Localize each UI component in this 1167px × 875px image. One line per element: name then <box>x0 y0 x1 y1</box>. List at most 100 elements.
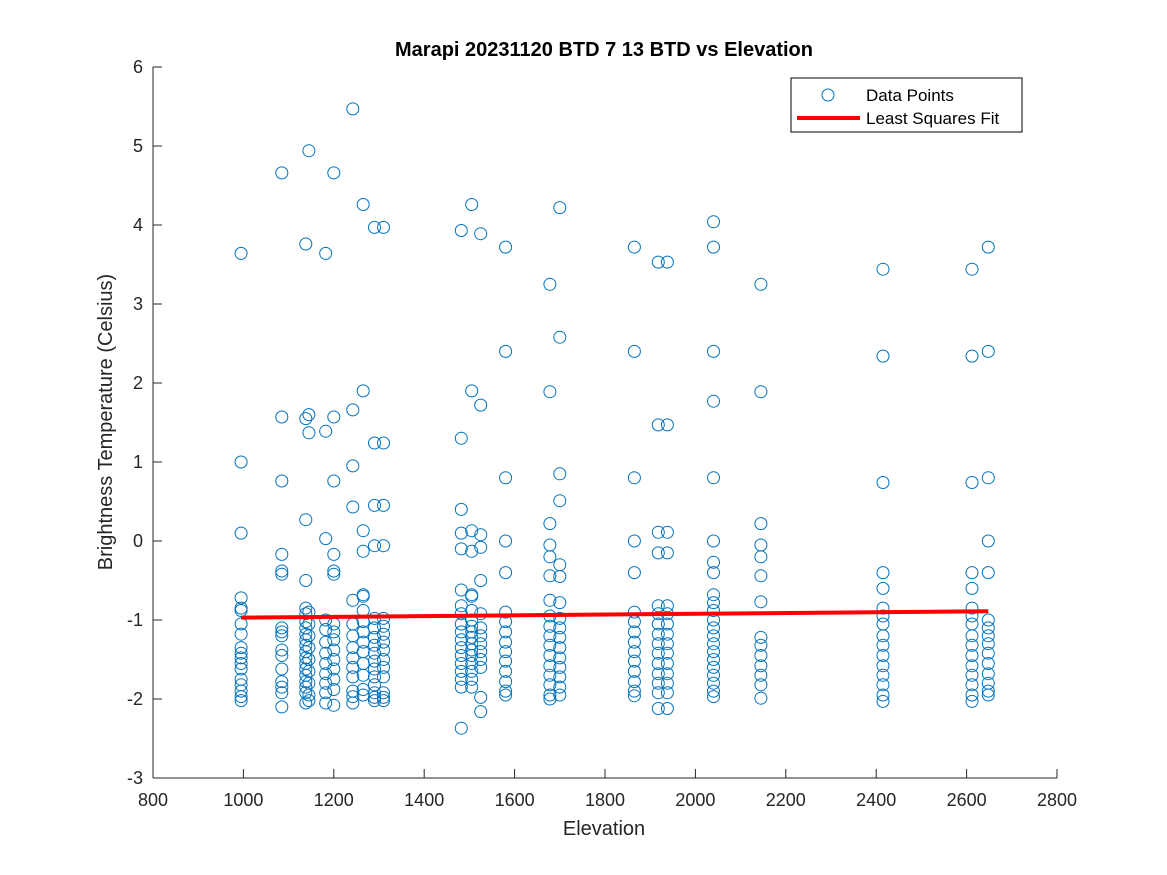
data-point <box>275 567 289 581</box>
data-point <box>499 675 513 689</box>
y-tick-label: 2 <box>133 373 143 393</box>
data-point <box>275 564 289 578</box>
y-tick-label: 4 <box>133 215 143 235</box>
data-point <box>754 630 768 644</box>
data-point <box>327 698 341 712</box>
data-point <box>627 344 641 358</box>
data-point <box>275 686 289 700</box>
data-point <box>368 662 381 676</box>
data-point <box>346 696 360 710</box>
data-point <box>627 675 641 689</box>
data-point <box>553 570 567 583</box>
data-point <box>981 613 995 627</box>
least-squares-fit-line <box>241 609 989 620</box>
data-point <box>543 385 557 399</box>
data-point <box>553 651 567 665</box>
data-point <box>627 625 641 639</box>
data-point <box>327 643 341 657</box>
data-point <box>299 696 313 710</box>
y-tick-label: 3 <box>133 294 143 314</box>
data-point <box>454 224 468 237</box>
data-point <box>454 526 468 540</box>
data-point <box>876 668 890 682</box>
data-point <box>499 654 513 668</box>
data-point <box>981 471 995 485</box>
data-point <box>965 629 979 643</box>
data-point <box>627 664 641 678</box>
data-point <box>327 547 341 561</box>
data-point <box>707 588 720 602</box>
data-point <box>327 564 341 578</box>
data-point <box>660 617 674 631</box>
data-point <box>327 672 341 686</box>
data-point <box>965 688 979 702</box>
data-point <box>627 240 641 254</box>
data-point <box>346 651 360 665</box>
data-point <box>319 424 333 438</box>
data-point <box>660 676 674 690</box>
data-point <box>275 629 289 643</box>
data-point <box>553 670 567 684</box>
data-point <box>965 638 979 652</box>
data-point <box>474 227 488 241</box>
data-point <box>234 591 248 605</box>
data-point <box>981 534 995 548</box>
data-point <box>660 667 674 681</box>
data-point <box>754 569 768 583</box>
data-point <box>234 246 248 260</box>
data-point <box>876 649 890 662</box>
data-point <box>651 617 665 631</box>
data-point <box>499 344 513 358</box>
x-tick-label: 1200 <box>314 790 354 810</box>
data-point <box>543 277 557 291</box>
data-point <box>543 659 557 673</box>
data-point <box>474 528 488 542</box>
data-point <box>346 690 360 704</box>
data-point <box>876 638 890 652</box>
data-point <box>553 330 567 344</box>
data-point <box>299 686 313 700</box>
y-tick-label: 5 <box>133 136 143 156</box>
y-tick-label: 1 <box>133 452 143 472</box>
data-point <box>981 646 995 660</box>
data-point <box>499 688 513 702</box>
data-point <box>543 638 557 652</box>
data-point <box>319 613 333 627</box>
data-point <box>465 657 479 670</box>
y-tick-label: -1 <box>127 610 143 630</box>
data-point <box>377 498 390 512</box>
data-point <box>553 630 567 644</box>
data-point <box>234 651 248 665</box>
data-point <box>543 550 557 564</box>
data-point <box>275 625 289 639</box>
data-point <box>474 637 488 651</box>
data-point <box>299 513 313 527</box>
data-point <box>876 694 890 708</box>
data-point <box>981 240 995 254</box>
data-point <box>327 166 341 180</box>
data-point <box>965 659 979 673</box>
data-point <box>876 659 890 673</box>
data-point <box>368 436 381 450</box>
data-point <box>543 668 557 682</box>
data-point <box>275 700 289 714</box>
data-point <box>876 609 890 623</box>
legend-label-fit: Least Squares Fit <box>866 109 1000 128</box>
data-point <box>965 262 979 276</box>
data-point <box>302 694 316 708</box>
y-tick-label: -3 <box>127 768 143 788</box>
data-point <box>627 689 641 703</box>
data-point <box>981 667 995 681</box>
data-point <box>553 660 567 674</box>
data-point <box>707 394 720 408</box>
data-point <box>234 684 248 698</box>
data-point <box>299 675 313 689</box>
data-point <box>553 494 567 508</box>
data-point <box>377 220 390 234</box>
data-point <box>465 198 479 211</box>
data-point <box>965 349 979 363</box>
data-point <box>275 547 289 561</box>
x-tick-label: 1400 <box>404 790 444 810</box>
data-point <box>465 649 479 662</box>
